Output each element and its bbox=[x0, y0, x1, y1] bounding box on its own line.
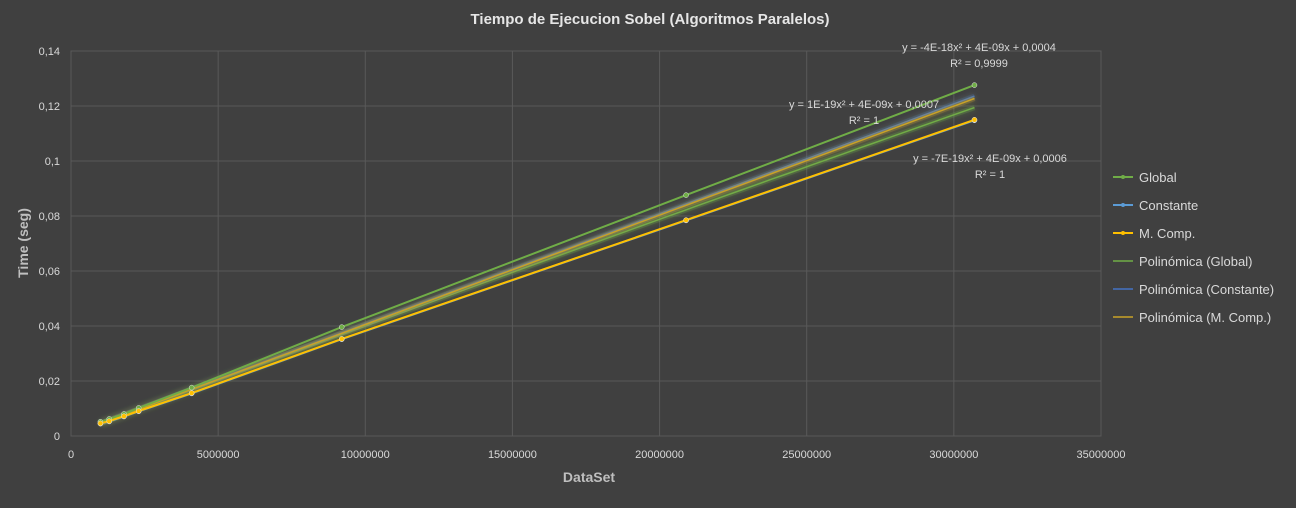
trendline-equations: y = -4E-18x² + 4E-09x + 0,0004 R² = 0,99… bbox=[789, 42, 1067, 181]
legend-label-poly-mcomp: Polinómica (M. Comp.) bbox=[1139, 310, 1271, 325]
y-tick-label: 0,04 bbox=[39, 321, 60, 333]
series-line-global bbox=[100, 84, 975, 423]
data-point-m-comp bbox=[121, 413, 127, 419]
r2-global: R² = 0,9999 bbox=[950, 58, 1008, 70]
chart-title: Tiempo de Ejecucion Sobel (Algoritmos Pa… bbox=[471, 11, 830, 28]
data-points bbox=[97, 82, 978, 427]
grid bbox=[70, 50, 1102, 437]
legend-marker-constante bbox=[1121, 203, 1125, 207]
legend-marker-mcomp bbox=[1121, 231, 1125, 235]
x-tick-label: 0 bbox=[68, 449, 74, 461]
x-tick-label: 35000000 bbox=[1077, 449, 1126, 461]
legend-item-poly-global: Polinómica (Global) bbox=[1113, 254, 1252, 269]
data-point-global bbox=[188, 384, 195, 391]
y-tick-label: 0,02 bbox=[39, 376, 60, 388]
r2-constante: R² = 1 bbox=[849, 115, 879, 127]
y-axis-ticks: 0 0,02 0,04 0,06 0,08 0,1 0,12 0,14 bbox=[39, 46, 60, 443]
x-tick-label: 30000000 bbox=[929, 449, 978, 461]
plot-area-border bbox=[70, 50, 1102, 437]
legend-label-global: Global bbox=[1139, 170, 1177, 185]
y-tick-label: 0,08 bbox=[39, 211, 60, 223]
trendlines bbox=[99, 93, 976, 427]
x-tick-label: 15000000 bbox=[488, 449, 537, 461]
y-tick-label: 0,12 bbox=[39, 101, 60, 113]
legend-label-mcomp: M. Comp. bbox=[1139, 226, 1195, 241]
equation-global: y = -4E-18x² + 4E-09x + 0,0004 bbox=[902, 42, 1056, 54]
x-tick-label: 20000000 bbox=[635, 449, 684, 461]
data-point-m-comp bbox=[106, 418, 113, 424]
legend-label-poly-global: Polinómica (Global) bbox=[1139, 254, 1252, 269]
data-point-m-comp bbox=[683, 217, 689, 223]
data-point-m-comp bbox=[338, 336, 345, 342]
legend-item-global: Global bbox=[1113, 170, 1177, 185]
y-tick-label: 0,06 bbox=[39, 266, 60, 278]
y-tick-label: 0,1 bbox=[45, 156, 60, 168]
data-point-global bbox=[683, 192, 689, 198]
equation-mcomp: y = -7E-19x² + 4E-09x + 0,0006 bbox=[913, 153, 1067, 165]
x-axis-label: DataSet bbox=[563, 469, 615, 485]
legend-item-poly-constante: Polinómica (Constante) bbox=[1113, 282, 1274, 297]
x-tick-label: 10000000 bbox=[341, 449, 390, 461]
legend-item-poly-mcomp: Polinómica (M. Comp.) bbox=[1113, 310, 1271, 325]
data-point-global bbox=[338, 324, 345, 330]
data-point-m-comp bbox=[97, 420, 104, 427]
legend-marker-global bbox=[1121, 175, 1125, 179]
series-line-m-comp bbox=[100, 118, 975, 425]
trendline-polin-mica-m-comp- bbox=[100, 97, 975, 425]
y-tick-label: 0,14 bbox=[39, 46, 60, 58]
x-tick-label: 25000000 bbox=[782, 449, 831, 461]
x-axis-ticks: 0 5000000 10000000 15000000 20000000 25000000… bbox=[68, 449, 1126, 461]
data-point-m-comp bbox=[135, 408, 142, 414]
data-point-global bbox=[971, 82, 978, 88]
y-tick-label: 0 bbox=[54, 431, 60, 443]
legend: Global Constante M. Comp. Polinómica (Gl… bbox=[1113, 170, 1274, 325]
data-point-m-comp bbox=[188, 390, 195, 396]
legend-label-poly-constante: Polinómica (Constante) bbox=[1139, 282, 1274, 297]
data-point-m-comp bbox=[971, 117, 978, 123]
r2-mcomp: R² = 1 bbox=[975, 169, 1005, 181]
y-axis-label: Time (seg) bbox=[15, 208, 31, 278]
legend-item-mcomp: M. Comp. bbox=[1113, 226, 1195, 241]
legend-label-constante: Constante bbox=[1139, 198, 1198, 213]
equation-constante: y = 1E-19x² + 4E-09x + 0,0007 bbox=[789, 99, 939, 111]
x-tick-label: 5000000 bbox=[197, 449, 240, 461]
legend-item-constante: Constante bbox=[1113, 198, 1198, 213]
